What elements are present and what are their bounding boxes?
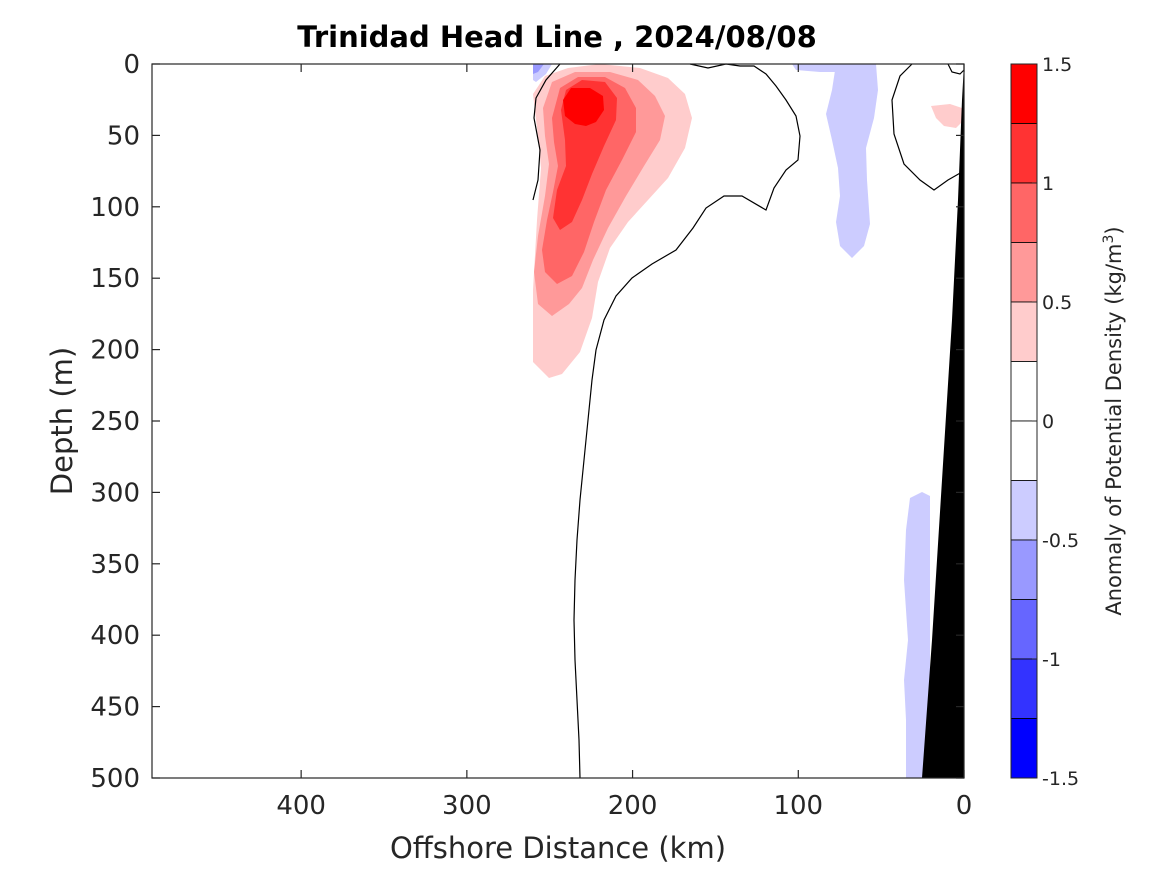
zero-contour-right xyxy=(891,63,963,191)
contour-fill-neg-top xyxy=(792,64,862,72)
y-axis: 0 50 100 150 200 250 300 350 400 450 500 xyxy=(90,50,964,794)
colorbar-segment xyxy=(1010,599,1038,660)
contour-fill-neg-nearshore xyxy=(904,492,930,778)
colorbar-segment xyxy=(1010,301,1038,362)
colorbar: 1.5 1 0.5 0 -0.5 -1 -1.5 xyxy=(1010,54,1079,790)
contour-fill-pos-5 xyxy=(563,88,604,126)
x-tick-label: 200 xyxy=(608,791,658,821)
colorbar-segment xyxy=(1010,718,1038,779)
colorbar-tick-label: -1.5 xyxy=(1042,768,1079,790)
y-tick-label: 50 xyxy=(107,121,140,151)
colorbar-segment xyxy=(1010,63,1038,124)
bathymetry-shelf xyxy=(922,64,964,778)
colorbar-label-text: Anomaly of Potential Density (kg/m xyxy=(1102,244,1126,616)
colorbar-tick-label: 1 xyxy=(1042,173,1054,195)
colorbar-segment xyxy=(1010,480,1038,541)
zero-contour-left xyxy=(532,63,561,201)
y-tick-label: 0 xyxy=(123,50,140,80)
x-tick-label: 0 xyxy=(956,791,973,821)
colorbar-segment xyxy=(1010,182,1038,243)
colorbar-segment xyxy=(1010,242,1038,303)
zero-contour-main xyxy=(573,63,801,779)
x-tick-label: 100 xyxy=(773,791,823,821)
colorbar-label-sup: 3 xyxy=(1101,235,1117,244)
colorbar-segment xyxy=(1010,539,1038,600)
y-axis-label: Depth (m) xyxy=(45,347,79,495)
colorbar-tick-label: 0.5 xyxy=(1042,292,1072,314)
y-tick-label: 100 xyxy=(90,193,140,223)
x-tick-label: 400 xyxy=(276,791,326,821)
colorbar-tick-label: -0.5 xyxy=(1042,530,1079,552)
x-axis: 400 300 200 100 0 xyxy=(276,64,972,821)
colorbar-tick-label: 0 xyxy=(1042,411,1054,433)
colorbar-tick-label: 1.5 xyxy=(1042,54,1072,76)
y-tick-label: 450 xyxy=(90,693,140,723)
y-tick-label: 250 xyxy=(90,407,140,437)
colorbar-segment xyxy=(1010,361,1038,422)
y-tick-label: 400 xyxy=(90,621,140,651)
x-tick-label: 300 xyxy=(442,791,492,821)
chart-title: Trinidad Head Line , 2024/08/08 xyxy=(297,20,817,54)
colorbar-segment xyxy=(1010,658,1038,719)
y-tick-label: 300 xyxy=(90,478,140,508)
colorbar-tick-label: -1 xyxy=(1042,649,1061,671)
colorbar-label: Anomaly of Potential Density (kg/m3) xyxy=(1101,226,1126,615)
y-tick-label: 150 xyxy=(90,264,140,294)
contour-fill-pos-small xyxy=(931,104,962,128)
colorbar-segment xyxy=(1010,420,1038,481)
colorbar-label-end: ) xyxy=(1102,226,1126,234)
contour-fill-neg-upper xyxy=(826,64,878,258)
zero-contour-small xyxy=(947,63,965,75)
y-tick-label: 350 xyxy=(90,550,140,580)
colorbar-segment xyxy=(1010,123,1038,184)
y-tick-label: 500 xyxy=(90,764,140,794)
contour-fill-neg-topleft-2 xyxy=(533,64,544,74)
plot-area xyxy=(152,63,965,779)
x-axis-label: Offshore Distance (km) xyxy=(390,831,726,865)
y-tick-label: 200 xyxy=(90,336,140,366)
